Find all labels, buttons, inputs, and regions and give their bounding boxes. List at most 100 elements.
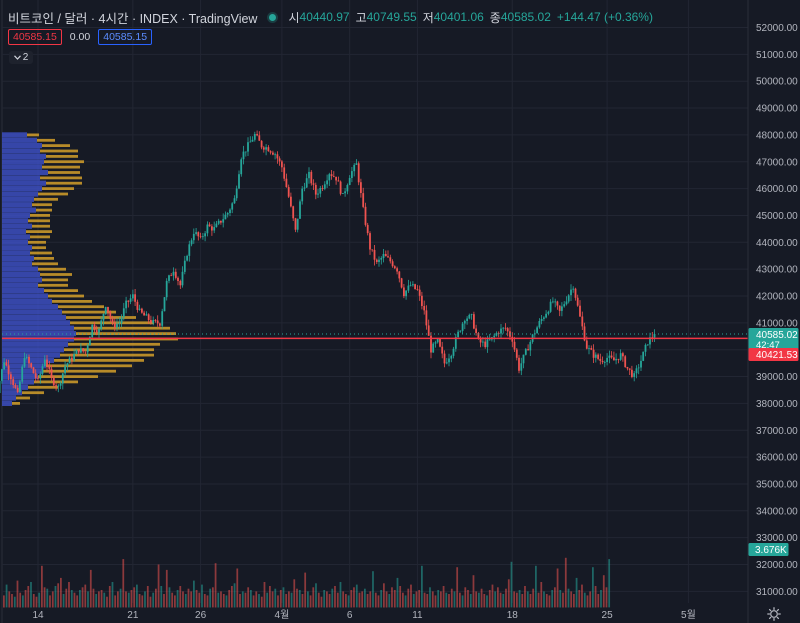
profile-level-orange (34, 197, 58, 201)
buy-button[interactable]: 40585.15 (98, 29, 153, 45)
candle-body (337, 180, 340, 182)
volume-bar (239, 594, 241, 608)
volume-bar (155, 588, 157, 608)
candle-body (520, 363, 523, 371)
candle-body (382, 254, 385, 258)
volume-bar (106, 596, 108, 608)
bar-countdown-label: 42:47 (756, 340, 780, 351)
price-tick-label: 44000.00 (756, 238, 798, 249)
candle-body (3, 362, 5, 370)
profile-level-orange (70, 321, 154, 325)
profile-level-orange (52, 300, 92, 303)
candle-body (48, 366, 51, 369)
volume-bar (399, 586, 402, 608)
volume-bar (510, 561, 513, 608)
market-status-icon[interactable] (269, 13, 277, 21)
time-axis-labels[interactable]: 14 21 26 4월 6 11 18 25 5월 (32, 609, 695, 621)
candle-body (644, 344, 647, 352)
profile-level-orange (38, 267, 66, 271)
volume-bar (562, 592, 564, 608)
candle-body (328, 174, 331, 181)
high-label: 고 (355, 10, 367, 25)
volume-bar (491, 584, 494, 608)
volume-bar (529, 594, 532, 608)
candle-body (303, 187, 306, 189)
volume-bar (391, 587, 393, 608)
volume-bar (30, 582, 32, 608)
profile-level-blue (2, 202, 32, 208)
high-value: 40749.55 (366, 10, 417, 24)
candle-body (231, 203, 234, 210)
profile-level-blue (2, 159, 44, 165)
candle-body (174, 271, 177, 278)
profile-level-orange (54, 359, 144, 362)
gear-icon[interactable] (767, 607, 781, 621)
volume-bar (407, 588, 410, 608)
profile-level-orange (38, 375, 98, 378)
volume-bar (597, 594, 600, 608)
candle-body (375, 259, 378, 262)
volume-bar (108, 586, 111, 608)
low-value: 40401.06 (433, 10, 484, 24)
candle-body (434, 342, 437, 344)
time-tick-label: 26 (195, 610, 207, 621)
volume-bar (583, 592, 586, 608)
candle-body (416, 289, 419, 290)
profile-level-blue (2, 180, 46, 186)
candle-body (436, 338, 439, 343)
profile-level-blue (2, 325, 74, 331)
candle-body (215, 223, 218, 228)
volume-bar (255, 591, 258, 608)
candle-body (527, 349, 529, 351)
volume-bar (461, 595, 464, 608)
profile-level-orange (28, 385, 58, 389)
profile-level-orange (46, 181, 82, 185)
volume-bar (89, 569, 92, 608)
volume-bar (92, 588, 95, 608)
candle-body (260, 140, 263, 148)
price-axis[interactable] (748, 0, 800, 623)
open-label: 시 (288, 10, 300, 25)
candle-body (86, 345, 89, 353)
volume-bar (543, 591, 545, 608)
volume-bar (220, 591, 222, 608)
volume-bar (260, 596, 263, 608)
candle-body (168, 275, 170, 281)
profile-level-blue (2, 148, 40, 154)
profile-level-orange (30, 214, 50, 217)
candle-body (624, 356, 627, 367)
volume-bar (513, 591, 516, 608)
volume-bar (49, 595, 51, 608)
volume-bar (11, 594, 13, 608)
volume-bar (87, 591, 89, 608)
candle-body (619, 353, 622, 360)
candle-body (601, 361, 604, 363)
candle-body (610, 355, 613, 358)
volume-bar (567, 588, 570, 608)
candle-body (32, 367, 35, 374)
candle-body (380, 258, 383, 260)
volume-bar (421, 565, 423, 608)
volume-bar (608, 559, 611, 608)
volume-bar (209, 588, 212, 608)
candle-body (443, 353, 446, 364)
sell-button[interactable]: 40585.15 (8, 29, 62, 45)
candle-body (364, 206, 367, 225)
candle-body (391, 261, 394, 267)
volume-bar (277, 595, 279, 608)
volume-bar (5, 584, 8, 608)
volume-bar (396, 577, 399, 608)
candle-body (556, 301, 559, 306)
candle-body (635, 368, 638, 374)
volume-bar (163, 594, 165, 608)
volume-bar (526, 591, 529, 608)
volume-bar (573, 594, 575, 608)
time-tick-label: 25 (602, 610, 614, 621)
candle-body (445, 362, 448, 364)
symbol-title[interactable]: 비트코인 / 달러 · 4시간 · INDEX · TradingView (8, 11, 258, 26)
volume-bar (84, 584, 87, 608)
indicators-collapse-button[interactable]: 2 (9, 51, 33, 64)
volume-bar (122, 559, 125, 608)
volume-bar (228, 590, 231, 608)
